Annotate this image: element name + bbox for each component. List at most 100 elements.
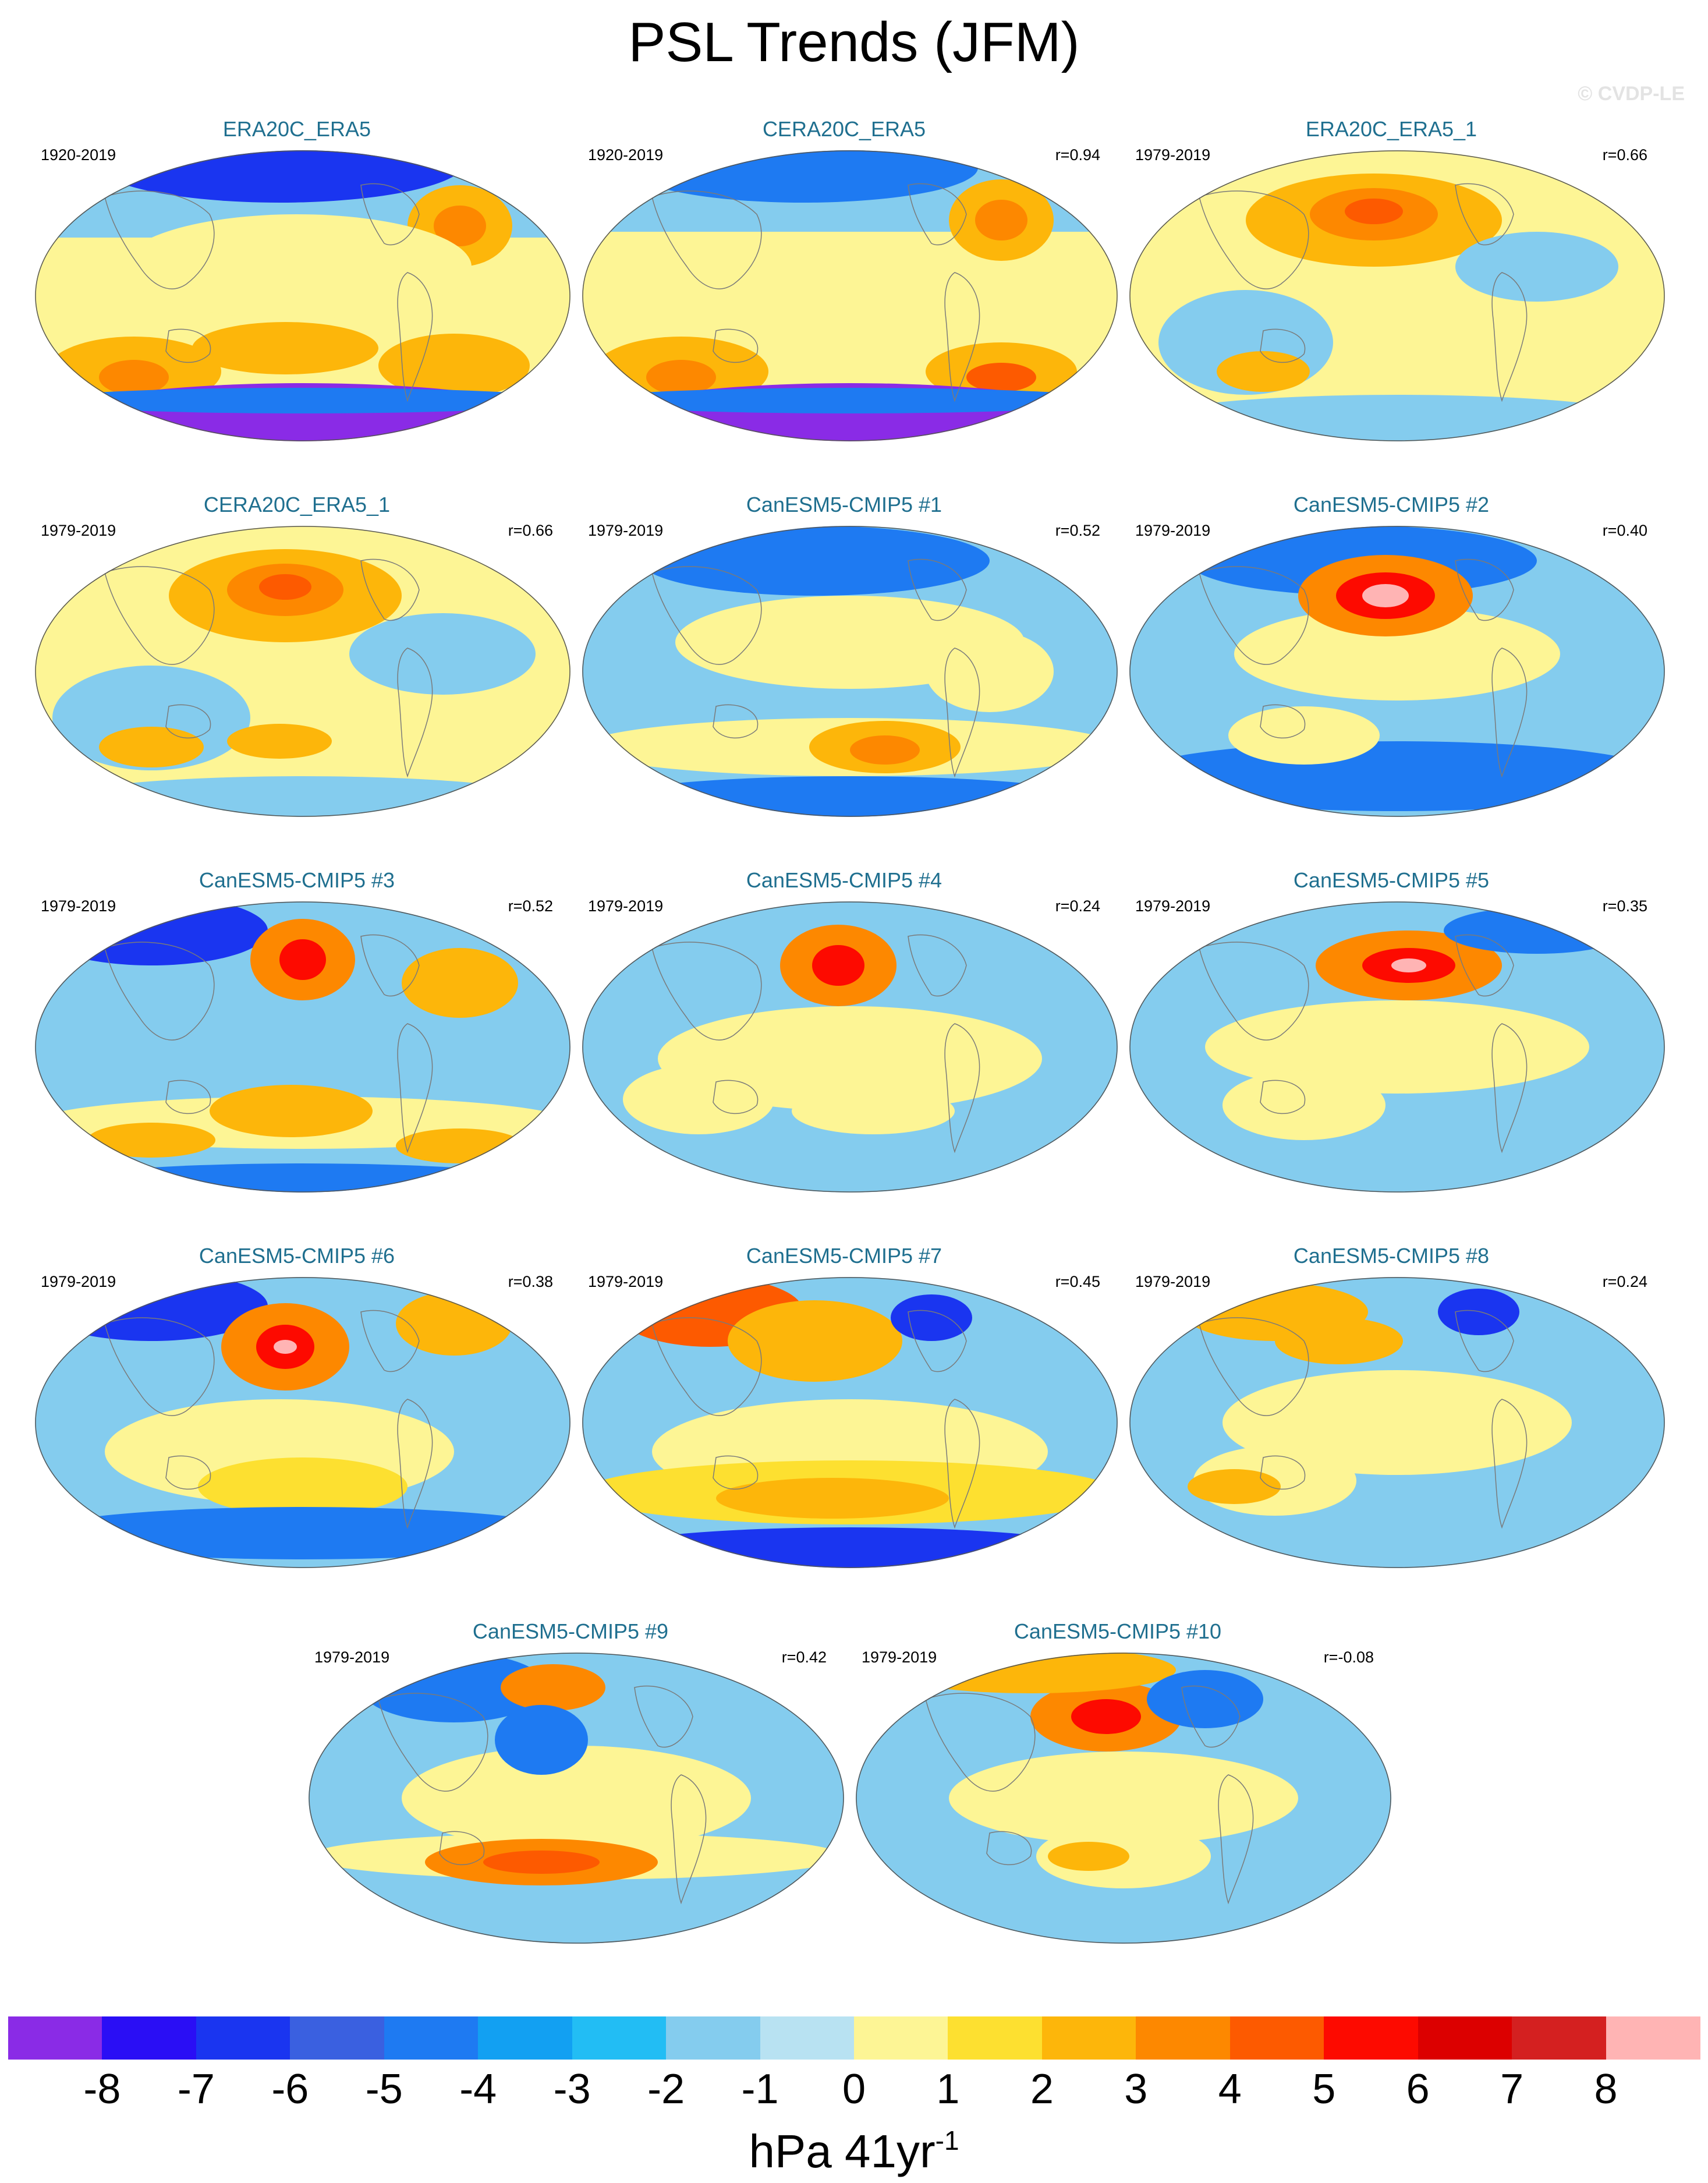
panel-years: 1979-2019 <box>862 1648 937 1666</box>
map-panel: CanESM5-CMIP5 #10 1979-2019 r=-0.08 <box>844 1619 1391 1945</box>
map-panel: CanESM5-CMIP5 #7 1979-2019 r=0.45 <box>570 1243 1118 1569</box>
map-panel: CanESM5-CMIP5 #3 1979-2019 r=0.52 <box>23 868 570 1194</box>
coastline <box>944 272 980 402</box>
coastline <box>1181 1685 1241 1748</box>
trend-contour <box>198 1457 407 1516</box>
map-panel: CanESM5-CMIP5 #6 1979-2019 r=0.38 <box>23 1243 570 1569</box>
trend-contour <box>1444 907 1630 954</box>
trend-contour <box>1362 584 1409 607</box>
trend-contour <box>279 939 326 980</box>
trend-contour <box>122 214 472 319</box>
coastline <box>104 190 215 289</box>
trend-map <box>35 150 570 441</box>
coastline <box>439 1831 485 1866</box>
colorbar-swatch <box>384 2016 479 2060</box>
coastline <box>1199 566 1309 665</box>
coastline <box>713 1080 759 1115</box>
trend-contour <box>623 1064 774 1134</box>
map-panel: CanESM5-CMIP5 #9 1979-2019 r=0.42 <box>297 1619 844 1945</box>
colorbar-swatch <box>196 2016 291 2060</box>
trend-contour <box>210 1085 373 1137</box>
trend-contour <box>35 1507 570 1559</box>
trend-contour <box>35 776 570 817</box>
coastline <box>634 1685 693 1748</box>
map-outline <box>856 1653 1391 1944</box>
trend-contour <box>582 776 1118 817</box>
trend-contour <box>259 574 311 600</box>
map-outline <box>309 1653 844 1944</box>
trend-map <box>35 526 570 817</box>
panel-years: 1920-2019 <box>41 146 116 164</box>
colorbar-swatch <box>8 2016 103 2060</box>
trend-contour <box>1129 741 1665 811</box>
panel-years: 1979-2019 <box>41 522 116 539</box>
panel-title: CanESM5-CMIP5 #2 <box>1293 493 1490 516</box>
trend-contour <box>1147 1670 1263 1728</box>
map-outline <box>35 150 570 441</box>
trend-contour <box>792 1088 955 1134</box>
coastline <box>1218 1774 1254 1905</box>
trend-contour <box>378 334 530 398</box>
map-outline <box>1129 1277 1665 1568</box>
coastline <box>908 934 967 997</box>
coastline <box>908 183 967 246</box>
panel-years: 1979-2019 <box>314 1648 390 1666</box>
coastline <box>1260 704 1306 739</box>
colorbar-tick-label: -6 <box>271 2066 309 2113</box>
coastline <box>1260 328 1306 363</box>
trend-contour <box>35 388 570 413</box>
coastline <box>397 272 433 402</box>
panel-correlation: r=0.66 <box>508 522 553 539</box>
trend-map <box>1129 901 1665 1193</box>
trend-contour <box>1222 1370 1572 1475</box>
colorbar <box>8 2016 1700 2060</box>
colorbar-tick-label: -5 <box>365 2066 403 2113</box>
panel-correlation: r=0.38 <box>508 1273 553 1290</box>
map-outline <box>582 526 1118 817</box>
trend-contour <box>1275 1318 1403 1364</box>
trend-contour <box>87 1123 215 1158</box>
coastline <box>397 648 433 778</box>
trend-contour <box>35 1163 570 1193</box>
panel-title: ERA20C_ERA5 <box>222 117 371 141</box>
panel-years: 1979-2019 <box>41 1273 116 1290</box>
figure-title: PSL Trends (JFM) <box>628 11 1080 73</box>
trend-contour <box>99 727 204 767</box>
panel-title: CanESM5-CMIP5 #7 <box>746 1244 942 1268</box>
trend-contour <box>402 1746 751 1851</box>
coastline <box>713 1455 759 1490</box>
trend-map <box>1129 526 1665 817</box>
panel-title: CanESM5-CMIP5 #4 <box>746 868 942 892</box>
trend-contour <box>926 631 1054 712</box>
coastline <box>397 1023 433 1154</box>
coastline <box>986 1831 1032 1866</box>
colorbar-swatch <box>478 2016 573 2060</box>
map-panel: ERA20C_ERA5 1920-2019 <box>23 116 570 443</box>
coastline <box>1491 1399 1528 1529</box>
coastline <box>1199 1317 1309 1416</box>
trend-contour <box>716 1478 949 1519</box>
map-panel: CanESM5-CMIP5 #2 1979-2019 r=0.40 <box>1118 492 1665 818</box>
panel-correlation: r=0.52 <box>508 897 553 915</box>
coastline <box>378 1693 488 1792</box>
panel-years: 1979-2019 <box>1135 522 1211 539</box>
colorbar-tick-label: -1 <box>741 2066 779 2113</box>
colorbar-swatch <box>102 2016 197 2060</box>
trend-contour <box>495 1705 588 1775</box>
colorbar-tick-label: 7 <box>1500 2066 1524 2113</box>
trend-contour <box>93 150 466 203</box>
colorbar-swatch <box>1229 2016 1325 2060</box>
coastline <box>1491 648 1528 778</box>
trend-contour <box>1345 199 1403 224</box>
coastline <box>908 1310 967 1372</box>
colorbar-tick-label: 1 <box>936 2066 960 2113</box>
trend-contour <box>1129 395 1665 441</box>
panel-correlation: r=0.66 <box>1602 146 1647 164</box>
colorbar-tick-label: -8 <box>83 2066 121 2113</box>
panel-title: CanESM5-CMIP5 #1 <box>746 493 942 516</box>
trend-map <box>582 1277 1118 1568</box>
map-outline <box>35 901 570 1193</box>
coastline <box>1199 190 1309 289</box>
panel-title: CanESM5-CMIP5 #8 <box>1293 1244 1490 1268</box>
coastline <box>165 328 211 363</box>
